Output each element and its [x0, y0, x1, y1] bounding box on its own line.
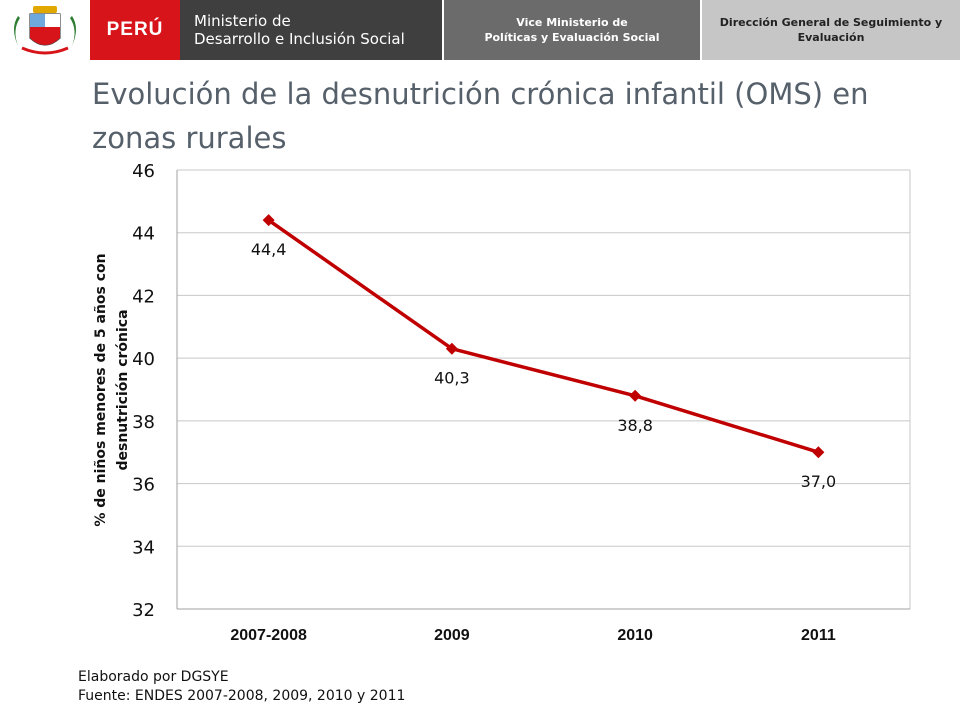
footer-credit: Elaborado por DGSYE [78, 669, 229, 685]
line-chart: 32 34 36 38 40 42 44 46 2007-2008 2009 2010 2011 % d… [93, 161, 911, 644]
x-tick-label: 2011 [801, 627, 836, 644]
direction-line-1: Dirección General de Seguimiento y [719, 16, 943, 29]
vice-line-1: Vice Ministerio de [516, 16, 628, 29]
y-tick-label: 40 [132, 349, 155, 370]
header-bar: PERÚ Ministerio de Desarrollo e Inclusió… [0, 0, 960, 60]
y-tick-label: 32 [132, 600, 155, 621]
x-tick-label: 2010 [617, 627, 653, 644]
data-label: 38,8 [617, 416, 653, 435]
y-tick-label: 46 [132, 161, 155, 182]
footer-notes: Elaborado por DGSYE Fuente: ENDES 2007-2… [78, 668, 405, 706]
data-label: 37,0 [801, 472, 837, 491]
series-line [267, 218, 819, 454]
y-axis-label-line-2: desnutrición crónica [115, 309, 131, 470]
x-tick-label: 2009 [434, 627, 470, 644]
ministry-name: Ministerio de Desarrollo e Inclusión Soc… [180, 0, 442, 60]
vice-line-2: Políticas y Evaluación Social [484, 31, 660, 44]
y-axis-label-line-1: % de niños menores de 5 años con [93, 253, 109, 526]
data-label: 44,4 [251, 240, 287, 259]
vice-ministry: Vice Ministerio de Políticas y Evaluació… [444, 0, 700, 60]
header-separator [700, 0, 702, 60]
header-separator [442, 0, 444, 60]
data-point [812, 446, 825, 459]
data-point [262, 214, 275, 227]
data-label: 40,3 [434, 369, 470, 388]
footer-source: Fuente: ENDES 2007-2008, 2009, 2010 y 20… [78, 688, 406, 704]
y-tick-label: 42 [132, 286, 155, 307]
ministry-line-2: Desarrollo e Inclusión Social [194, 30, 405, 48]
x-tick-label: 2007-2008 [230, 627, 307, 644]
page-title: Evolución de la desnutrición crónica inf… [92, 77, 869, 155]
ministry-line-1: Ministerio de [194, 12, 291, 30]
peru-coat-of-arms-icon [14, 6, 76, 55]
y-tick-label: 36 [132, 475, 155, 496]
y-tick-label: 44 [132, 224, 155, 245]
y-tick-label: 38 [132, 412, 155, 433]
data-point [629, 389, 642, 402]
y-axis-label: % de niños menores de 5 años con desnutri… [93, 253, 131, 526]
y-tick-label: 34 [132, 537, 155, 558]
general-direction: Dirección General de Seguimiento y Evalu… [702, 0, 960, 60]
peru-label: PERÚ [90, 0, 180, 60]
emblem-area [0, 0, 90, 60]
data-point [445, 342, 458, 355]
direction-line-2: Evaluación [797, 31, 865, 44]
